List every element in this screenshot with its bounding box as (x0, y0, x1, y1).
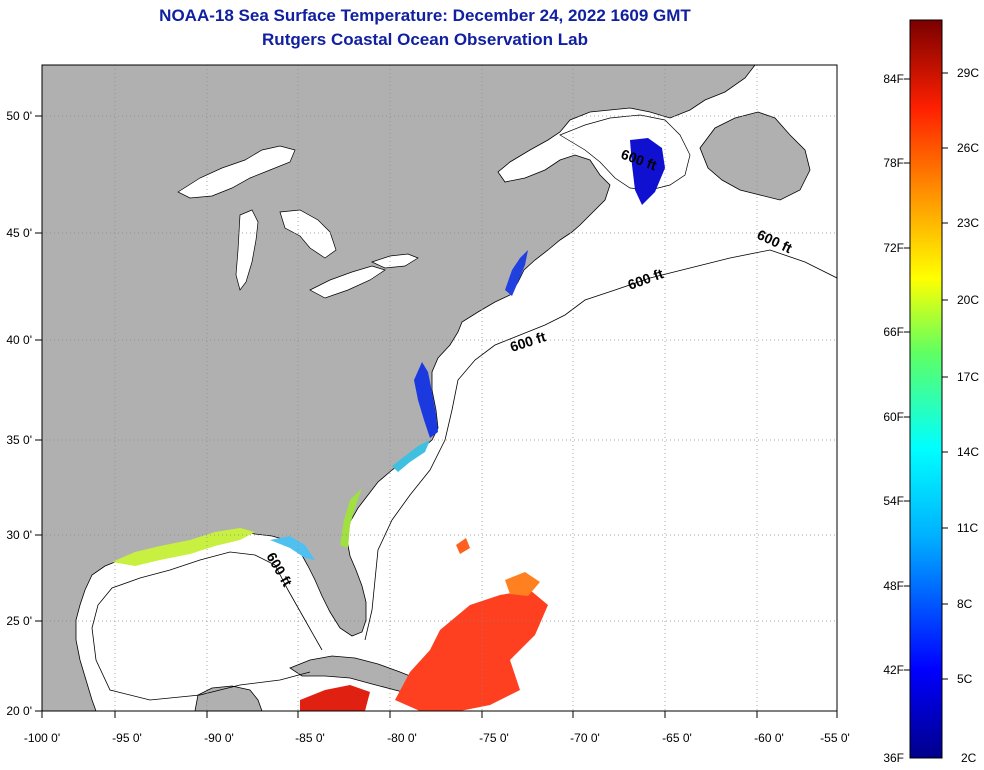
colorbar-c-label: 20C (957, 293, 979, 307)
colorbar-f-label: 48F (883, 579, 904, 593)
lake-huron (279, 209, 337, 259)
lake-erie (309, 265, 386, 299)
latitude-label: 50 0' (6, 109, 32, 123)
colorbar-f-label: 72F (883, 241, 904, 255)
sst-patch-gulf-of-maine (505, 250, 528, 296)
colorbar-c-label: 29C (957, 66, 979, 80)
longitude-label: -70 0' (570, 731, 600, 745)
colorbar-c-label: 26C (957, 141, 979, 155)
colorbar-c-label: 8C (957, 597, 973, 611)
sst-patch-chesapeake (414, 362, 438, 438)
longitude-label: -100 0' (24, 731, 60, 745)
latitude-label: 20 0' (6, 704, 32, 718)
sst-patch-gulf-st-lawrence (630, 138, 665, 205)
colorbar (909, 19, 943, 759)
colorbar-ticks (904, 72, 948, 680)
longitude-label: -85 0' (295, 731, 325, 745)
sst-patch-gulf-coast (112, 528, 255, 566)
colorbar-c-label: 23C (957, 216, 979, 230)
sst-patch-caribbean-west (300, 685, 370, 711)
colorbar-f-label: 54F (883, 494, 904, 508)
colorbar-f-label: 42F (883, 663, 904, 677)
longitude-label: -80 0' (387, 731, 417, 745)
colorbar-c-label: 14C (957, 445, 979, 459)
colorbar-c-label: 2C (961, 751, 977, 765)
latitude-label: 35 0' (6, 433, 32, 447)
sst-patch-mid-atlantic (456, 538, 470, 554)
longitude-label: -65 0' (662, 731, 692, 745)
graticule (42, 65, 837, 711)
sst-patch-far-atlantic (505, 572, 540, 596)
lake-ontario (371, 253, 419, 269)
colorbar-c-label: 5C (957, 672, 973, 686)
longitude-label: -95 0' (112, 731, 142, 745)
colorbar-f-label: 84F (883, 72, 904, 86)
colorbar-f-label: 78F (883, 156, 904, 170)
lake-michigan (235, 209, 259, 291)
latitude-label: 40 0' (6, 333, 32, 347)
longitude-label: -75 0' (479, 731, 509, 745)
latitude-label: 25 0' (6, 614, 32, 628)
colorbar-f-label: 36F (883, 751, 904, 765)
colorbar-c-label: 11C (957, 521, 978, 535)
colorbar-f-label: 60F (883, 410, 904, 424)
map-title: NOAA-18 Sea Surface Temperature: Decembe… (159, 6, 691, 25)
axis-ticks (35, 115, 838, 718)
colorbar-f-label: 66F (883, 325, 904, 339)
isobath-atlantic (364, 249, 837, 641)
longitude-label: -90 0' (204, 731, 234, 745)
longitude-label: -55 0' (820, 731, 850, 745)
map-frame (41, 64, 838, 712)
sst-patch-bahamas (395, 590, 548, 711)
latitude-label: 45 0' (6, 226, 32, 240)
latitude-label: 30 0' (6, 528, 32, 542)
colorbar-c-label: 17C (957, 370, 979, 384)
map-subtitle: Rutgers Coastal Ocean Observation Lab (262, 30, 588, 49)
sst-patch-florida-bend (270, 536, 315, 560)
longitude-label: -60 0' (754, 731, 784, 745)
sst-patch-carolinas (392, 440, 430, 472)
isobath-gulf (91, 551, 323, 701)
sst-patch-georgia (340, 488, 362, 548)
